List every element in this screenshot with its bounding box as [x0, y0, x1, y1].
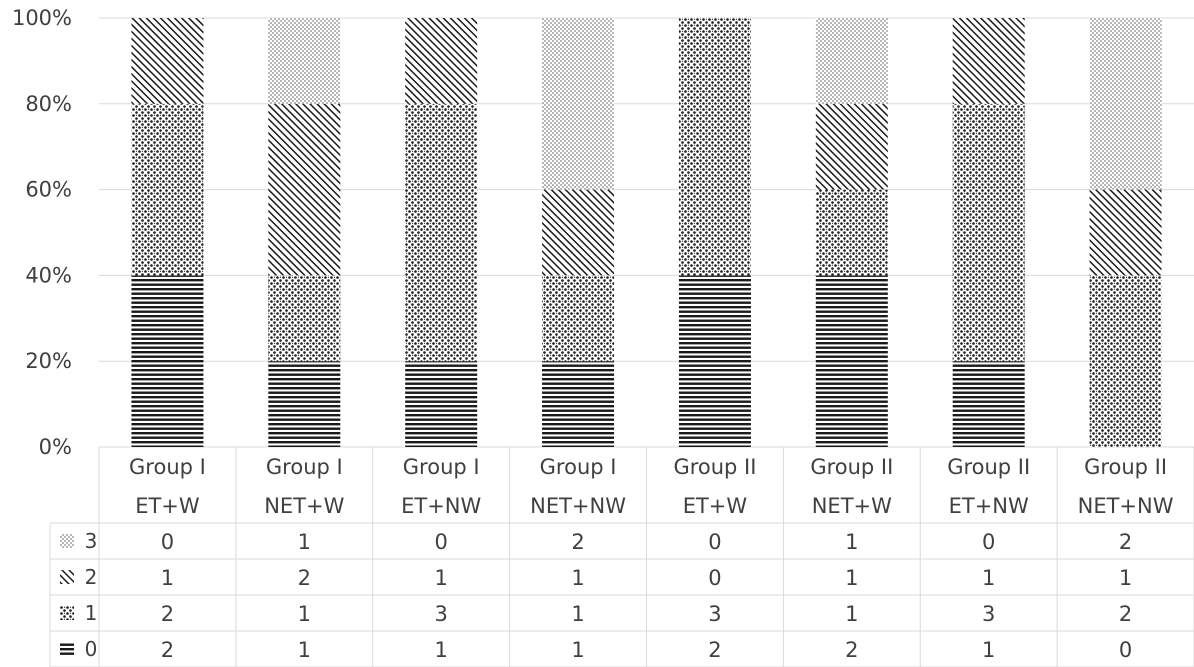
bar-segment	[952, 18, 1025, 104]
table-cell-value: 2	[1119, 602, 1132, 626]
x-category-label: Group II	[810, 455, 893, 479]
table-cell-value: 1	[298, 638, 311, 662]
legend-key-sparse-dots	[60, 534, 74, 548]
table-cell-value: 0	[435, 530, 448, 554]
x-category-label: NET+NW	[530, 494, 626, 518]
bar-segment	[542, 361, 615, 447]
table-cell-value: 1	[982, 566, 995, 590]
bar-segment	[678, 275, 751, 447]
bar-segment	[268, 18, 341, 104]
legend-label: 0	[85, 637, 98, 661]
bar-segment	[1089, 189, 1162, 276]
x-category-label: ET+W	[135, 494, 200, 518]
x-category-label: Group I	[540, 455, 617, 479]
x-category-label: Group II	[947, 455, 1030, 479]
bar-segment	[542, 18, 615, 190]
y-tick-label: 20%	[25, 349, 72, 373]
x-category-label: ET+NW	[401, 494, 481, 518]
bar-segment	[1089, 18, 1162, 190]
bar-segment	[1089, 275, 1162, 447]
x-category-label: ET+NW	[949, 494, 1029, 518]
bar-segment	[815, 275, 888, 447]
x-category-label: ET+W	[683, 494, 748, 518]
bar-segment	[268, 361, 341, 447]
bar-segment	[131, 103, 204, 276]
data-table: Group I ET+W Group I NET+W Group I ET+NW Group…	[49, 447, 1194, 667]
y-tick-label: 40%	[25, 263, 72, 287]
y-tick-label: 80%	[25, 92, 72, 116]
table-cell-value: 1	[982, 638, 995, 662]
x-category-label: Group I	[129, 455, 206, 479]
bar-segment	[815, 189, 888, 276]
bar-segment	[815, 103, 888, 190]
legend-label: 2	[85, 565, 98, 589]
y-tick-label: 60%	[25, 178, 72, 202]
bars	[131, 18, 1162, 447]
x-category-label: Group I	[266, 455, 343, 479]
x-category-label: NET+NW	[1078, 494, 1174, 518]
x-category-label: NET+W	[264, 494, 344, 518]
table-cell-value: 1	[571, 602, 584, 626]
table-cell-value: 0	[982, 530, 995, 554]
bar-segment	[131, 18, 204, 104]
table-cell-value: 2	[298, 566, 311, 590]
bar-segment	[952, 361, 1025, 447]
legend-key-diagonal-lines	[60, 570, 74, 584]
table-cell-value: 1	[298, 530, 311, 554]
bar-segment	[678, 18, 751, 276]
table-cell-value: 1	[571, 638, 584, 662]
bar-segment	[405, 361, 478, 447]
table-cell-value: 2	[1119, 530, 1132, 554]
table-cell-value: 1	[298, 602, 311, 626]
y-axis-ticks: 0% 20% 40% 60% 80% 100%	[12, 6, 72, 459]
legend-key-dense-dots	[60, 606, 74, 620]
x-category-label: Group II	[673, 455, 756, 479]
legend-label: 1	[85, 601, 98, 625]
table-cell-value: 0	[1119, 638, 1132, 662]
table-cell-value: 2	[708, 638, 721, 662]
bar-segment	[952, 103, 1025, 362]
x-category-label: Group II	[1084, 455, 1167, 479]
bar-segment	[405, 18, 478, 104]
table-cell-value: 1	[161, 566, 174, 590]
bar-segment	[542, 275, 615, 362]
table-cell-value: 2	[161, 602, 174, 626]
table-cell-value: 2	[161, 638, 174, 662]
gridlines	[99, 17, 1194, 448]
y-tick-label: 100%	[12, 6, 72, 30]
table-cell-value: 1	[1119, 566, 1132, 590]
table-cell-value: 0	[161, 530, 174, 554]
bar-segment	[131, 275, 204, 447]
table-cell-value: 1	[435, 638, 448, 662]
bar-segment	[268, 275, 341, 362]
bar-segment	[405, 103, 478, 362]
table-cell-value: 2	[571, 530, 584, 554]
x-category-label: Group I	[403, 455, 480, 479]
table-cell-value: 2	[845, 638, 858, 662]
bar-segment	[268, 103, 341, 276]
legend-label: 3	[85, 529, 98, 553]
table-cell-value: 1	[845, 566, 858, 590]
table-cell-value: 3	[708, 602, 721, 626]
table-cell-value: 1	[845, 602, 858, 626]
x-category-label: NET+W	[812, 494, 892, 518]
bar-segment	[542, 189, 615, 276]
table-cell-value: 1	[845, 530, 858, 554]
table-cell-value: 0	[708, 530, 721, 554]
table-cell-value: 3	[982, 602, 995, 626]
legend-key-horizontal-lines	[60, 642, 74, 656]
y-tick-label: 0%	[39, 435, 72, 459]
table-cell-value: 1	[571, 566, 584, 590]
bar-segment	[815, 18, 888, 104]
table-cell-value: 0	[708, 566, 721, 590]
table-cell-value: 3	[435, 602, 448, 626]
table-cell-value: 1	[435, 566, 448, 590]
